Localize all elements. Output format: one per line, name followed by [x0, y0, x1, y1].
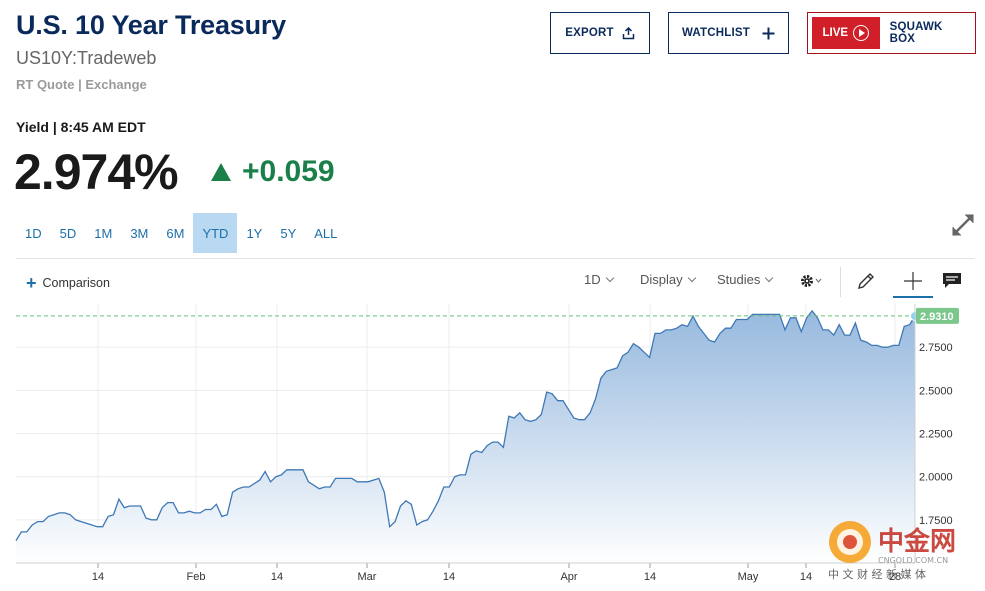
draw-tool-button[interactable]: [851, 266, 881, 296]
crosshair-icon: [904, 272, 922, 290]
range-tab-3m[interactable]: 3M: [130, 225, 149, 241]
range-tab-1d[interactable]: 1D: [25, 225, 42, 241]
yield-timestamp: Yield | 8:45 AM EDT: [16, 119, 146, 135]
active-tool-indicator: [893, 296, 933, 298]
chevron-down-icon: [605, 273, 614, 283]
interval-dropdown[interactable]: 1D: [584, 272, 614, 287]
watermark-logo: 中金网 CNGOLD.COM.CN 中 文 财 经 新 媒 体: [828, 521, 956, 581]
symbol-label: US10Y:Tradeweb: [16, 48, 157, 68]
up-arrow-icon: [211, 163, 231, 181]
studies-dropdown[interactable]: Studies: [717, 272, 774, 287]
last-value-badge: [916, 307, 959, 324]
x-tick-label: 14: [644, 571, 656, 583]
x-tick-label: 14: [271, 571, 283, 583]
y-tick-label: 2.5000: [919, 385, 953, 397]
y-tick-label: 2.0000: [919, 472, 953, 484]
export-label: EXPORT: [565, 27, 614, 39]
play-icon: [853, 25, 870, 41]
time-range-selector: 1D 5D 1M 3M 6M YTD 1Y 5Y ALL: [16, 213, 346, 253]
expand-icon[interactable]: [950, 212, 976, 238]
x-tick-label: 14: [443, 571, 455, 583]
pencil-icon: [858, 273, 874, 289]
divider: [16, 258, 975, 259]
x-tick-label: 28: [889, 571, 901, 583]
live-label: LIVE: [822, 27, 849, 39]
squawk-box-button[interactable]: LIVE SQUAWK BOX: [807, 12, 976, 54]
watermark-brand: 中金网: [878, 526, 956, 557]
range-tab-6m[interactable]: 6M: [166, 225, 185, 241]
watermark-domain: CNGOLD.COM.CN: [878, 556, 948, 565]
display-label: Display: [640, 272, 683, 287]
watermark-tagline: 中 文 财 经 新 媒 体: [828, 567, 926, 581]
range-tab-1m[interactable]: 1M: [94, 225, 113, 241]
range-tab-all[interactable]: ALL: [314, 225, 338, 241]
change-value: +0.059: [242, 155, 335, 188]
page-title: U.S. 10 Year Treasury: [16, 10, 286, 40]
toolbar-separator: [840, 267, 841, 297]
y-tick-label: 1.7500: [919, 515, 953, 527]
range-tab-1y[interactable]: 1Y: [246, 225, 263, 241]
watchlist-button[interactable]: WATCHLIST: [668, 12, 789, 54]
y-tick-label: 2.7500: [919, 342, 953, 354]
plus-icon: [762, 27, 775, 39]
x-tick-label: Feb: [187, 571, 206, 583]
chevron-down-icon: [765, 273, 774, 283]
x-tick-label: 14: [92, 571, 104, 583]
plus-icon: +: [26, 273, 37, 293]
quote-source: RT Quote | Exchange: [16, 77, 147, 92]
gear-icon: [801, 275, 822, 287]
x-tick-label: Apr: [560, 571, 577, 583]
chevron-down-icon: [687, 273, 696, 283]
display-dropdown[interactable]: Display: [640, 272, 696, 287]
x-tick-label: 14: [800, 571, 812, 583]
range-tab-5y[interactable]: 5Y: [280, 225, 297, 241]
export-button[interactable]: EXPORT: [550, 12, 650, 54]
comparison-button[interactable]: + Comparison: [26, 273, 110, 293]
range-tab-5d[interactable]: 5D: [59, 225, 77, 241]
comparison-label: Comparison: [42, 276, 110, 290]
squawk-label: SQUAWK BOX: [889, 21, 943, 45]
x-tick-label: Mar: [358, 571, 377, 583]
last-value-label: 2.9310: [920, 311, 954, 323]
share-icon: [622, 26, 634, 39]
price-chart[interactable]: 1.7500 2.0000 2.2500 2.5000 2.7500 14 Feb 14 Mar…: [0, 298, 985, 591]
interval-label: 1D: [584, 272, 601, 287]
last-price: 2.974%: [14, 144, 179, 200]
live-badge: LIVE: [812, 17, 880, 49]
price-change: +0.059: [211, 155, 335, 189]
range-tab-ytd[interactable]: YTD: [193, 213, 238, 253]
studies-label: Studies: [717, 272, 761, 287]
settings-dropdown[interactable]: [796, 266, 826, 296]
x-tick-label: May: [738, 571, 759, 583]
comment-tool-button[interactable]: [937, 266, 967, 296]
crosshair-tool-button[interactable]: [898, 266, 928, 296]
series-line: [15, 309, 916, 541]
y-tick-label: 2.2500: [919, 429, 953, 441]
comment-icon: [943, 273, 961, 288]
series-area: [16, 310, 915, 563]
watchlist-label: WATCHLIST: [681, 27, 751, 39]
